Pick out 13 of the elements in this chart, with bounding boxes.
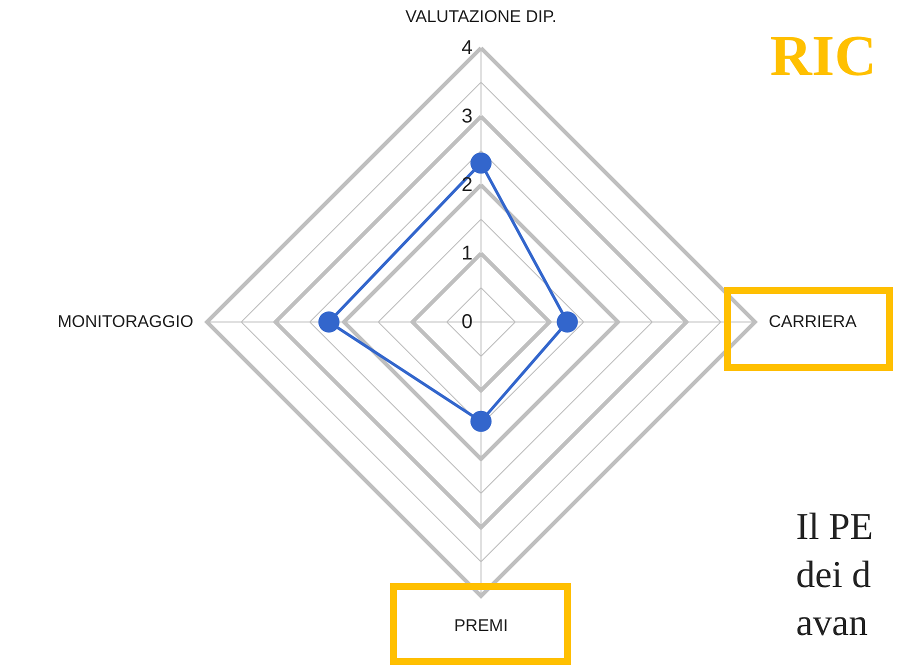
y-tick-label: 2 xyxy=(461,174,473,196)
spoke-label: PREMI xyxy=(454,616,508,635)
text: dei d xyxy=(796,554,871,596)
spoke-label: CARRIERA xyxy=(768,312,858,331)
y-tick-label: 3 xyxy=(461,106,473,128)
spoke-label: VALUTAZIONE DIP. xyxy=(405,7,557,26)
y-tick-label: 1 xyxy=(461,242,473,264)
y-tick-label: 4 xyxy=(461,37,473,59)
text: Il PE xyxy=(796,506,874,548)
spoke-label: MONITORAGGIO xyxy=(58,312,194,331)
text: RIC xyxy=(770,22,876,89)
text: avan xyxy=(796,602,868,644)
y-tick-label: 0 xyxy=(461,311,473,333)
